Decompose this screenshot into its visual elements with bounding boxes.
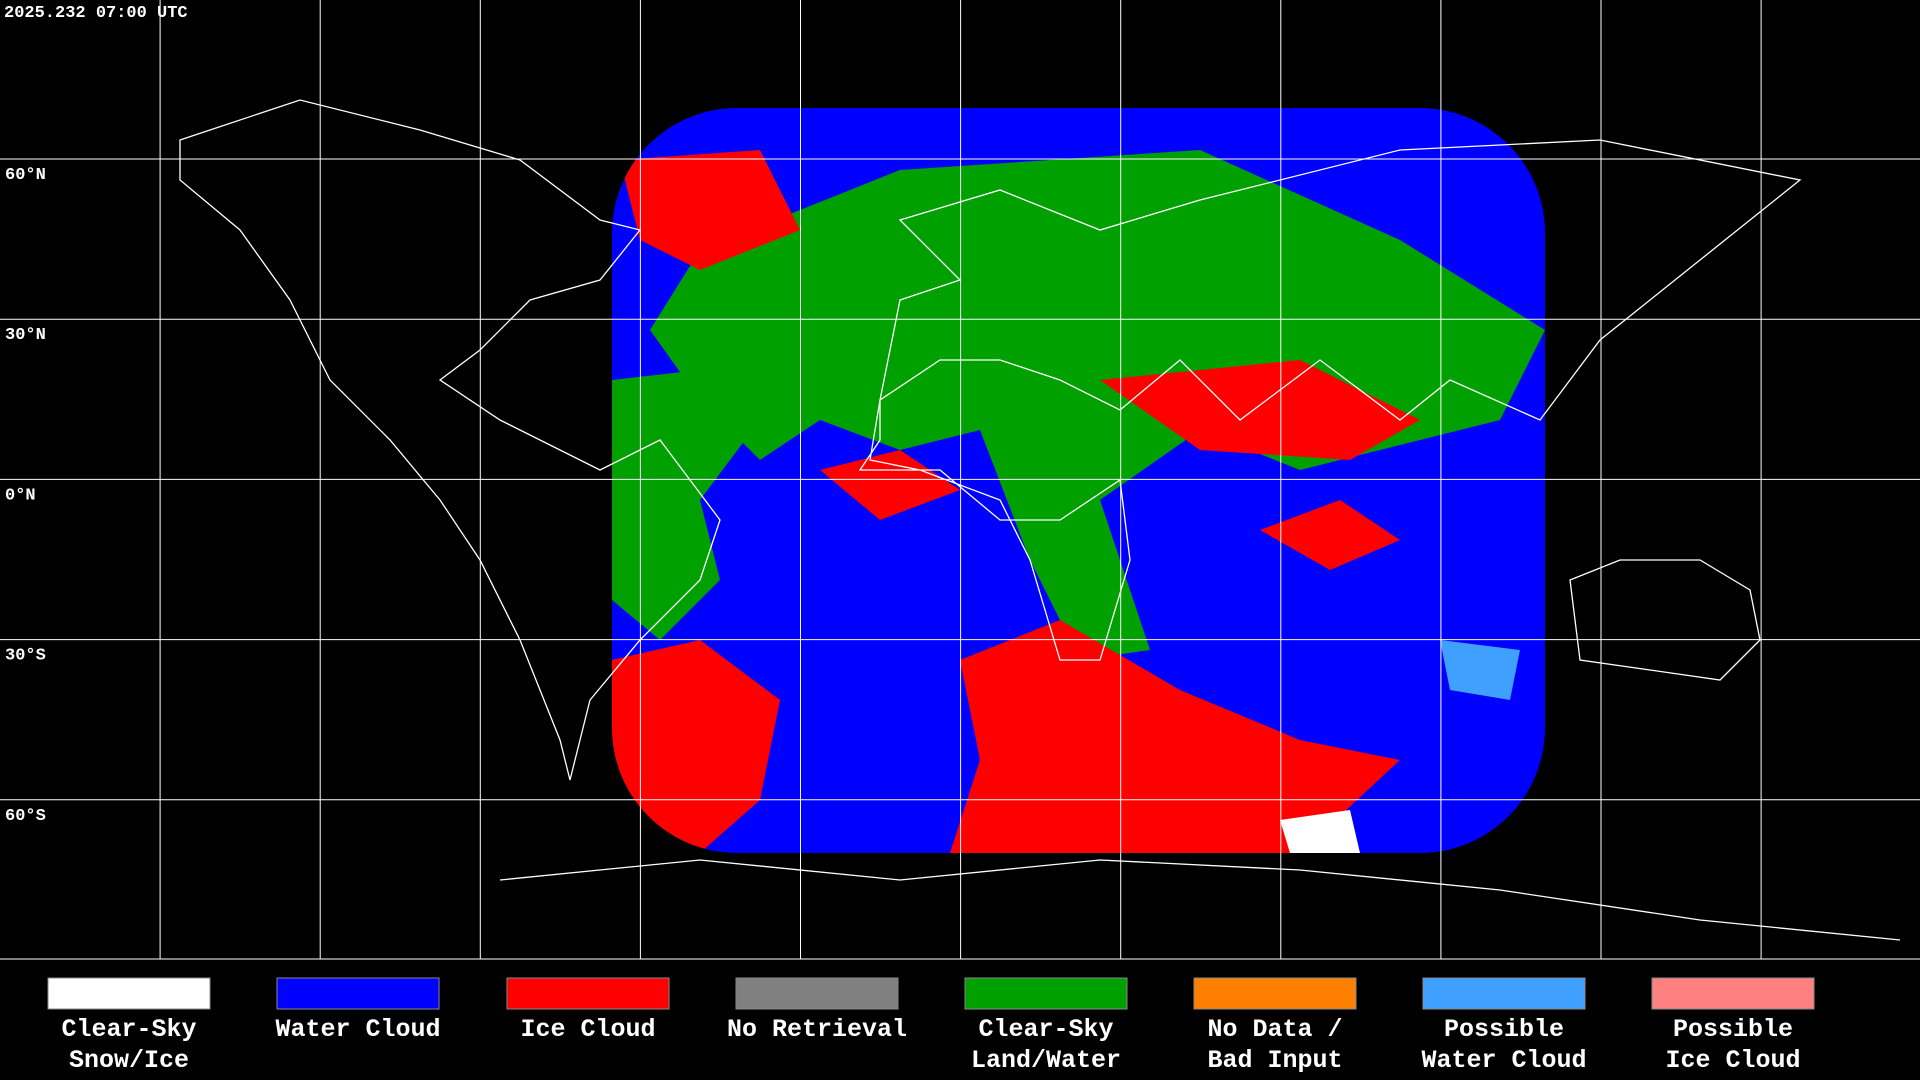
legend-label: Bad Input xyxy=(1207,1046,1342,1075)
legend-swatch xyxy=(506,977,670,1010)
clear-land-area xyxy=(612,370,760,640)
legend-label: Possible xyxy=(1444,1015,1564,1044)
legend-swatch xyxy=(735,977,899,1010)
ice-cloud-area xyxy=(1260,500,1400,570)
latitude-label: 0°N xyxy=(5,486,36,505)
satellite-coverage xyxy=(612,108,1545,853)
coastline xyxy=(858,139,1802,661)
legend-label: Water Cloud xyxy=(1421,1046,1586,1075)
latitude-label: 30°N xyxy=(5,326,46,345)
legend-label: Ice Cloud xyxy=(1665,1046,1800,1075)
legend-swatch xyxy=(1193,977,1357,1010)
coastline xyxy=(179,99,721,781)
legend-swatch xyxy=(276,977,440,1010)
legend-swatch xyxy=(1651,977,1815,1010)
graticule: 60°N 30°N 0°N 30°S 60°S xyxy=(0,0,1920,959)
possible-water-cloud-area xyxy=(1440,640,1520,700)
legend-label: Land/Water xyxy=(971,1046,1121,1075)
legend-label: No Retrieval xyxy=(727,1015,907,1044)
legend-swatch xyxy=(1422,977,1586,1010)
clear-land-area xyxy=(650,150,1545,660)
legend-label: Ice Cloud xyxy=(520,1015,655,1044)
legend-label: Water Cloud xyxy=(275,1015,440,1044)
coastline xyxy=(499,859,1901,941)
legend-label: No Data / xyxy=(1207,1015,1342,1044)
ice-cloud-area xyxy=(950,620,1400,853)
legend-swatch xyxy=(964,977,1128,1010)
ice-cloud-area xyxy=(820,450,960,520)
latitude-label: 60°S xyxy=(5,807,46,826)
ice-cloud-area xyxy=(1100,360,1420,460)
timestamp: 2025.232 07:00 UTC xyxy=(4,4,188,23)
latitude-label: 30°S xyxy=(5,647,46,666)
latitude-label: 60°N xyxy=(5,166,46,185)
legend-label: Clear-Sky xyxy=(978,1015,1113,1044)
ice-cloud-area xyxy=(620,150,800,270)
legend-swatch xyxy=(47,977,211,1010)
snow-ice-area xyxy=(1280,810,1360,853)
legend-label: Possible xyxy=(1673,1015,1793,1044)
legend-label: Clear-Sky xyxy=(61,1015,196,1044)
legend-label: Snow/Ice xyxy=(69,1046,189,1075)
